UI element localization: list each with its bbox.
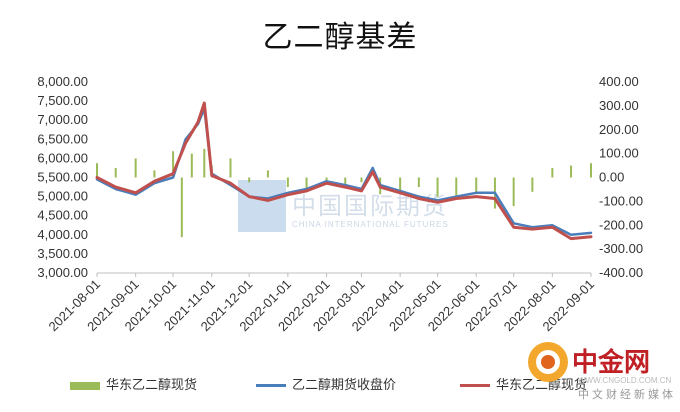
legend-swatch-line xyxy=(460,384,490,387)
left-tick-label: 8,000.00 xyxy=(37,74,88,89)
series-line xyxy=(95,101,593,241)
right-tick-label: 400.00 xyxy=(599,74,639,89)
bar-mark xyxy=(305,177,308,192)
bar-mark xyxy=(229,158,232,178)
bar-mark xyxy=(180,177,183,238)
right-tick-label: -200.00 xyxy=(599,217,643,232)
left-tick-label: 7,500.00 xyxy=(37,93,88,108)
bar-mark xyxy=(190,153,193,178)
bar-mark xyxy=(570,165,573,178)
bar-mark xyxy=(266,170,269,178)
bar-mark xyxy=(153,170,156,178)
legend-swatch-line xyxy=(256,384,286,387)
bar-mark xyxy=(248,177,251,183)
legend-label: 华东乙二醇现货 xyxy=(496,378,588,393)
right-tick-label: -300.00 xyxy=(599,241,643,256)
legend-item-futures-line: 乙二醇期货收盘价 xyxy=(256,374,396,393)
bar-mark xyxy=(203,148,206,178)
bar-mark xyxy=(134,158,137,178)
right-tick-label: 100.00 xyxy=(599,146,639,161)
legend-item-spot-bar: 华东乙二醇现货 xyxy=(70,374,197,393)
logo-name: 中金网 xyxy=(572,348,651,378)
right-tick-label: -400.00 xyxy=(599,265,643,280)
left-tick-label: 4,500.00 xyxy=(37,208,88,223)
bar-mark xyxy=(344,177,347,188)
bar-mark xyxy=(531,177,534,192)
bar-mark xyxy=(96,163,98,178)
left-tick-label: 6,500.00 xyxy=(37,131,88,146)
bar-mark xyxy=(172,151,175,178)
legend-label: 华东乙二醇现货 xyxy=(106,378,198,393)
right-tick-label: 300.00 xyxy=(599,98,639,113)
bar-mark xyxy=(475,177,478,195)
bar-mark xyxy=(286,177,289,188)
bar-mark xyxy=(114,167,117,178)
logo-url: WWW.CNGOLD.COM.CN xyxy=(578,376,672,385)
bar-mark xyxy=(551,167,554,178)
coin-logo-icon xyxy=(528,342,568,382)
left-tick-label: 4,000.00 xyxy=(37,227,88,242)
plot-layer: 3,000.00 3,500.00 4,000.00 4,500.00 5,000.00… xyxy=(37,74,643,334)
bar-mark xyxy=(512,177,515,207)
watermark-subtext: CHINA INTERNATIONAL FUTURES xyxy=(292,220,449,229)
bar-mark xyxy=(360,177,363,183)
bar-mark xyxy=(417,177,420,188)
bar-mark xyxy=(399,177,402,192)
bar-mark xyxy=(436,177,439,197)
legend-label: 乙二醇期货收盘价 xyxy=(292,378,397,393)
left-tick-label: 6,000.00 xyxy=(37,150,88,165)
series-line xyxy=(95,107,593,237)
left-tick-label: 5,000.00 xyxy=(37,189,88,204)
legend-swatch-bar xyxy=(70,381,100,390)
left-tick-label: 3,000.00 xyxy=(37,265,88,280)
left-tick-label: 3,500.00 xyxy=(37,246,88,261)
bar-mark xyxy=(590,163,592,178)
logo-subtitle: 中文财经新媒体 xyxy=(578,388,676,401)
right-tick-label: 0.00 xyxy=(599,170,624,185)
chart-title: 乙二醇基差 xyxy=(262,20,418,55)
bar-mark xyxy=(455,177,458,199)
right-tick-label: 200.00 xyxy=(599,122,639,137)
left-tick-label: 5,500.00 xyxy=(37,170,88,185)
legend-item-spot-line: 华东乙二醇现货 xyxy=(460,374,587,393)
right-tick-label: -100.00 xyxy=(599,193,643,208)
watermark-logo xyxy=(238,180,286,232)
left-tick-label: 7,000.00 xyxy=(37,112,88,127)
